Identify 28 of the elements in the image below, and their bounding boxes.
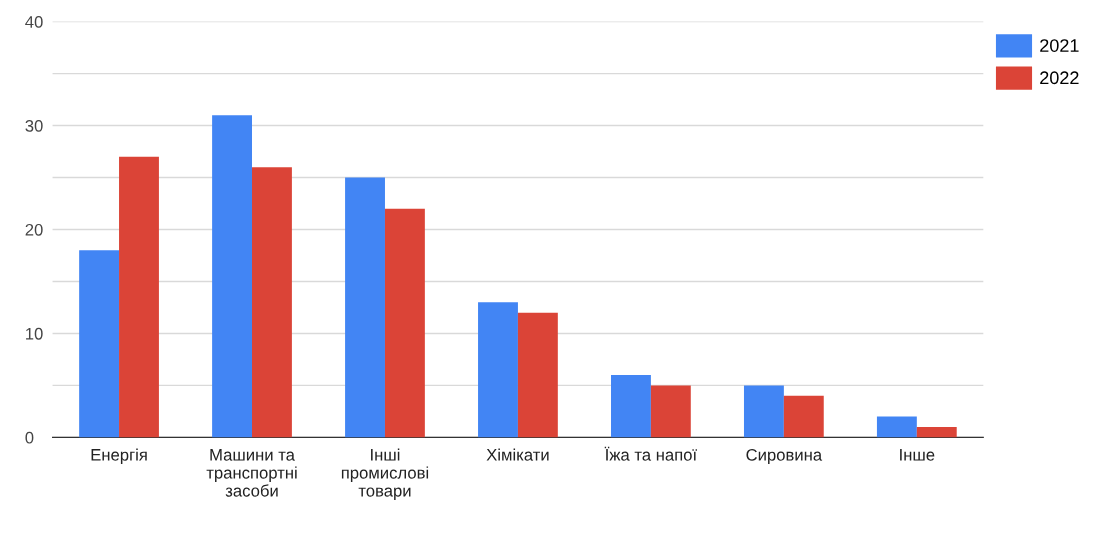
bar	[876, 416, 917, 438]
y-tick-label: 10	[26, 327, 43, 340]
x-tick-label: Сировина	[746, 448, 823, 465]
x-tick-label: Їжа та напої	[604, 446, 697, 461]
bar	[611, 375, 651, 438]
bar	[650, 385, 691, 438]
y-tick-label: 0	[25, 431, 34, 444]
x-tick-label: Хімікати	[486, 448, 549, 461]
bar	[916, 427, 957, 438]
x-tick-label: Енергія	[91, 448, 147, 465]
x-tick-label: Інші промислові товари	[341, 448, 429, 500]
bar	[345, 177, 385, 438]
bar	[517, 312, 558, 438]
bar	[783, 395, 824, 438]
x-tick-label: Інше	[900, 449, 935, 461]
legend-label: 2022	[1040, 71, 1079, 85]
y-tick-label: 20	[25, 223, 43, 236]
x-tick-label: Машини та транспортні засоби	[206, 449, 297, 497]
y-tick-label: 40	[25, 16, 43, 28]
bar	[79, 250, 120, 438]
bar	[212, 115, 253, 438]
bar	[384, 208, 425, 438]
bar	[119, 156, 159, 438]
y-tick-label: 30	[25, 119, 43, 132]
bar	[743, 385, 784, 438]
legend-label: 2021	[1040, 39, 1079, 52]
bar	[478, 302, 518, 438]
bar	[252, 167, 292, 438]
